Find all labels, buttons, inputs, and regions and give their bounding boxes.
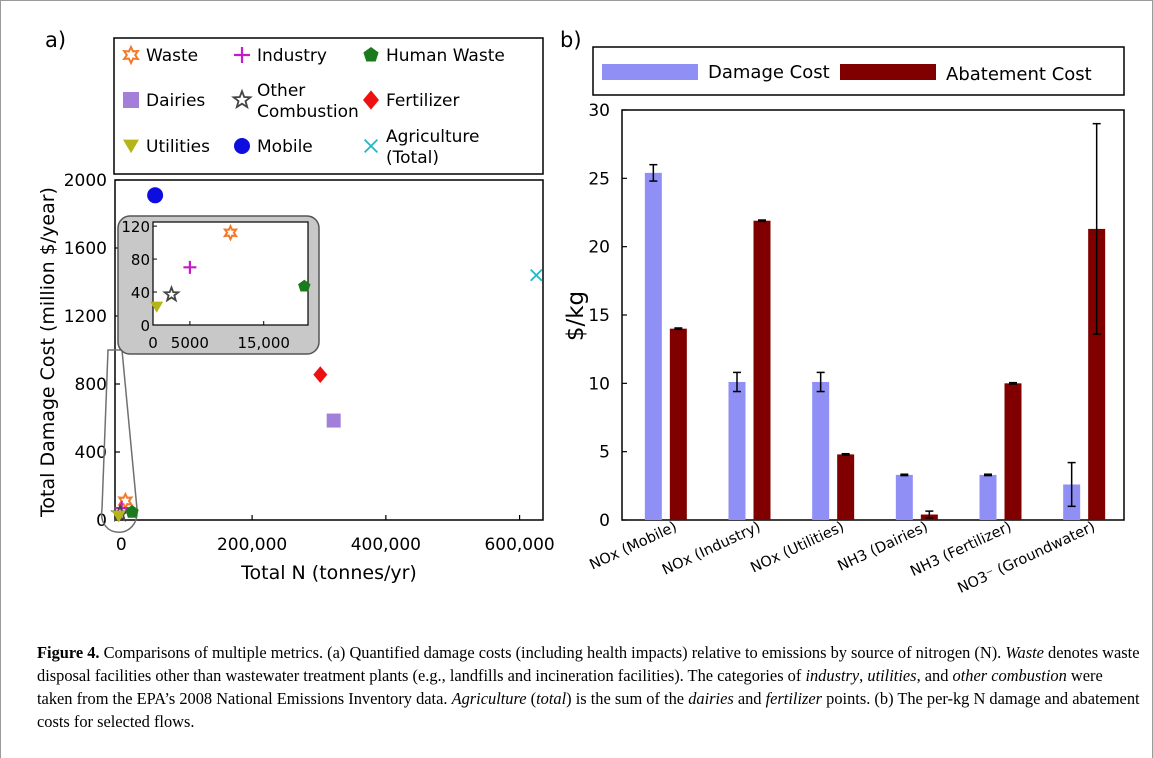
point-mobile <box>147 187 164 204</box>
abatement-error-bar-nox-utilities <box>841 452 850 456</box>
inset-point-human-waste <box>298 279 311 292</box>
legend-label-agriculture-total: Agriculture (Total) <box>386 127 480 168</box>
y-axis-label-a: Total Damage Cost (million $/year) <box>37 187 59 518</box>
legend-plus-icon <box>234 47 250 63</box>
damage-bar-nox-industry <box>728 381 746 520</box>
abatement-bar-nox-mobile <box>669 328 687 520</box>
abatement-error-bar-nh3-fertilizer <box>1009 381 1017 385</box>
point-agriculture-total <box>530 268 543 282</box>
abatement-error-bar-nh3-dairies <box>925 510 934 519</box>
inset-x-tick-label: 15,000 <box>237 334 290 352</box>
damage-error-bar-nox-mobile <box>649 163 658 182</box>
category-label-nox-utilities: NOx (Utilities) <box>748 519 847 576</box>
legend-label-abatement: Abatement Cost <box>946 64 1092 85</box>
y-tick-label-b: 5 <box>599 443 610 463</box>
point-utilities <box>111 510 126 523</box>
abatement-bar-nox-industry <box>753 220 771 520</box>
y-tick-label-a: 1600 <box>64 239 107 259</box>
inset-point-utilities <box>150 301 164 313</box>
y-tick-label-b: 15 <box>588 306 610 326</box>
panel-b-label: b) <box>560 28 582 52</box>
damage-bar-nh3-dairies <box>895 474 913 520</box>
panel-a-label: a) <box>45 28 66 52</box>
legend-a-box <box>113 37 544 175</box>
inset-y-tick-label: 40 <box>131 284 150 302</box>
legend-label-waste: Waste <box>146 46 198 66</box>
damage-error-bar-nox-utilities <box>816 371 825 393</box>
abatement-bar-no3-groundwater <box>1088 228 1106 520</box>
inset-point-waste <box>222 223 239 242</box>
legend-a: Waste Industry Human Waste Dairies Other Comb… <box>113 37 544 175</box>
abatement-bar-nox-utilities <box>837 454 855 520</box>
left-border <box>0 0 1 758</box>
y-tick-label-a: 400 <box>75 443 107 463</box>
inset-point-industry <box>183 260 197 274</box>
legend-label-dairies: Dairies <box>146 91 205 111</box>
inset-x-tick-label: 0 <box>148 334 158 352</box>
legend-pentagon-icon <box>363 47 379 62</box>
x-axis-label-a: Total N (tonnes/yr) <box>240 562 417 584</box>
y-tick-label-b: 30 <box>588 101 610 121</box>
y-tick-label-a: 2000 <box>64 171 107 191</box>
legend-swatch-abatement <box>840 64 936 80</box>
legend-diamond-icon <box>363 90 379 110</box>
y-tick-label-a: 1200 <box>64 307 107 327</box>
damage-error-bar-no3-groundwater <box>1067 461 1076 508</box>
point-human-waste <box>125 505 139 518</box>
abatement-bar-nh3-fertilizer <box>1004 383 1022 520</box>
inset-y-tick-label: 120 <box>121 218 150 236</box>
zoom-callout-outline <box>101 349 138 533</box>
category-label-no3-groundwater: NO3⁻ (Groundwater) <box>955 519 1097 597</box>
point-dairies <box>326 413 341 428</box>
figure-canvas: a) b) Waste Industry Human Waste Dairies Oth… <box>37 28 1125 597</box>
inset-x-tick-label: 5000 <box>171 334 209 352</box>
inset-y-tick-label: 80 <box>131 251 150 269</box>
inset-y-tick-label: 0 <box>140 317 150 335</box>
x-tick-label-a: 600,000 <box>484 535 554 555</box>
y-tick-label-b: 20 <box>588 238 610 258</box>
legend-label-industry: Industry <box>257 46 327 66</box>
y-tick-label-b: 10 <box>588 374 610 394</box>
inset-point-other-combustion <box>162 284 181 303</box>
abatement-error-bar-no3-groundwater <box>1092 122 1101 335</box>
legend-label-mobile: Mobile <box>257 137 313 157</box>
scatter-plot: 0 200,000 400,000 600,000040080012001600200… <box>37 171 555 584</box>
damage-error-bar-nox-industry <box>733 371 741 393</box>
legend-square-icon <box>123 92 139 108</box>
legend-label-human-waste: Human Waste <box>386 46 505 66</box>
damage-bar-nh3-fertilizer <box>979 474 997 520</box>
legend-label-other-combustion: Other Combustion <box>257 81 359 122</box>
legend-label-damage: Damage Cost <box>708 62 830 83</box>
legend-label-fertilizer: Fertilizer <box>386 91 460 111</box>
y-tick-label-b: 25 <box>588 169 610 189</box>
legend-star-icon <box>231 88 253 110</box>
legend-b: Damage Cost Abatement Cost <box>592 46 1125 96</box>
x-tick-label-a: 0 <box>116 535 127 555</box>
legend-circle-icon <box>234 138 250 154</box>
point-fertilizer <box>313 366 328 384</box>
legend-swatch-damage <box>602 64 698 80</box>
x-tick-label-a: 400,000 <box>351 535 421 555</box>
legend-label-utilities: Utilities <box>146 137 210 157</box>
legend-x-icon <box>363 138 379 154</box>
damage-bar-nox-utilities <box>812 381 830 520</box>
y-tick-label-a: 0 <box>96 511 107 531</box>
damage-bar-nox-mobile <box>644 172 662 520</box>
abatement-error-bar-nox-industry <box>758 219 766 223</box>
legend-star-outline-icon <box>122 44 140 66</box>
y-tick-label-b: 0 <box>599 511 610 531</box>
damage-error-bar-nh3-fertilizer <box>984 473 992 477</box>
figure-caption: Figure 4. Comparisons of multiple metric… <box>37 643 1140 731</box>
legend-triangle-down-icon <box>123 139 139 154</box>
x-tick-label-a: 200,000 <box>217 535 287 555</box>
inset-plot: 0 5000 15,000 0 40 80 120 <box>117 215 320 355</box>
top-border <box>0 0 1153 1</box>
bar-chart-frame <box>621 109 1125 521</box>
abatement-error-bar-nox-mobile <box>674 327 683 331</box>
y-axis-label-b: $/kg <box>563 291 589 341</box>
damage-error-bar-nh3-dairies <box>900 473 909 477</box>
zoom-callout <box>101 349 138 533</box>
y-tick-label-a: 800 <box>75 375 107 395</box>
